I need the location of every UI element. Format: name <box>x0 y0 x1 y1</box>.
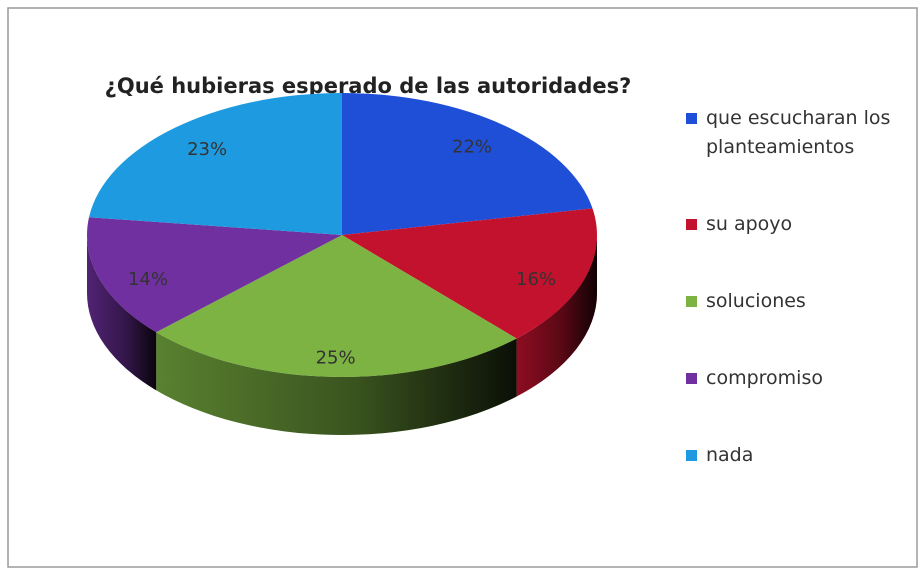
side-shade <box>87 235 157 391</box>
pie-slice <box>87 217 343 333</box>
legend-swatch <box>686 296 697 307</box>
legend-item: que escucharan los planteamientos <box>686 104 898 162</box>
pie-slice <box>342 93 593 235</box>
data-label: 23% <box>187 139 227 160</box>
pie-slice <box>342 208 598 339</box>
legend-label: su apoyo <box>706 213 793 235</box>
legend-swatch <box>686 450 697 461</box>
side-shade <box>516 235 597 397</box>
pie-tops <box>87 93 598 377</box>
pie-sides <box>87 235 597 436</box>
legend-label: soluciones <box>706 290 806 312</box>
data-label: 16% <box>516 269 556 290</box>
legend-item: compromiso <box>686 364 898 393</box>
pie-labels: 22% 16% 25% 14% 23% <box>128 136 556 368</box>
data-label: 14% <box>128 269 168 290</box>
legend-item: soluciones <box>686 287 898 316</box>
legend-label: compromiso <box>706 367 823 389</box>
legend-swatch <box>686 113 697 124</box>
legend-swatch <box>686 219 697 230</box>
legend-label: nada <box>706 444 754 466</box>
pie-slice <box>89 93 343 235</box>
legend-label: que escucharan los planteamientos <box>706 107 891 158</box>
side-shade <box>156 332 517 436</box>
data-label: 25% <box>316 348 356 369</box>
legend: que escucharan los planteamientos su apoy… <box>686 104 898 518</box>
legend-item: su apoyo <box>686 210 898 239</box>
data-label: 22% <box>452 136 492 157</box>
frame <box>7 7 918 568</box>
legend-item: nada <box>686 441 898 470</box>
legend-swatch <box>686 373 697 384</box>
pie-slice <box>156 235 517 377</box>
